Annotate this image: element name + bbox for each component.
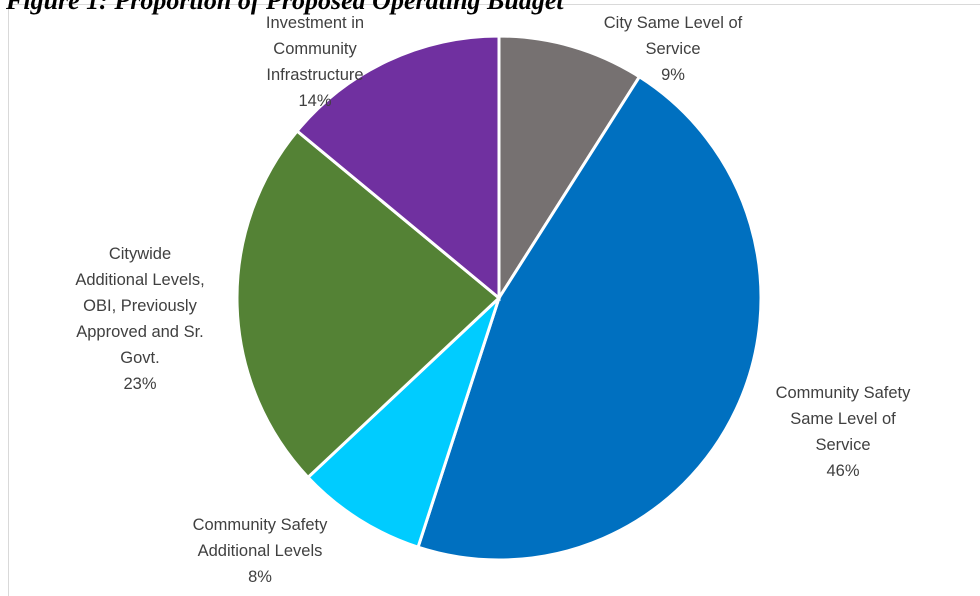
- slice-pct-label: 14%: [298, 92, 331, 110]
- pie-slice-4: [295, 34, 501, 302]
- slice-pct-label: 8%: [248, 568, 272, 586]
- slice-pct-label: 9%: [661, 66, 685, 84]
- slice-label-4: Investment in Community Infrastructure 14%: [266, 14, 364, 110]
- plot-area: [8, 4, 980, 596]
- pie-slice-3: [235, 128, 502, 480]
- slice-label-line: Same Level of: [790, 410, 896, 428]
- slice-label-line: Community Safety: [193, 516, 329, 534]
- slice-label-line: Community Safety: [776, 384, 912, 402]
- slice-label-line: OBI, Previously: [83, 297, 197, 315]
- slice-pct-label: 46%: [826, 462, 859, 480]
- slice-label-line: Investment in: [266, 14, 364, 32]
- slice-label-line: Govt.: [120, 349, 159, 367]
- pie-slice-2: [305, 296, 501, 550]
- slice-label-line: Additional Levels: [198, 542, 323, 560]
- slice-label-line: Citywide: [109, 245, 171, 263]
- slice-label-line: Approved and Sr.: [76, 323, 204, 341]
- slice-label-line: City Same Level of: [604, 14, 743, 32]
- slice-label-0: City Same Level of Service 9%: [604, 14, 743, 84]
- pie-slice-1: [416, 74, 763, 562]
- slice-label-2: Community Safety Additional Levels 8%: [193, 516, 329, 586]
- chart-title: Figure 1: Proportion of Proposed Operati…: [6, 0, 564, 15]
- slice-label-line: Service: [815, 436, 870, 454]
- slice-label-line: Infrastructure: [266, 66, 363, 84]
- slice-label-line: Community: [273, 40, 357, 58]
- slice-pct-label: 23%: [123, 375, 156, 393]
- slice-label-1: Community Safety Same Level of Service 46%: [776, 384, 912, 480]
- pie-slice-0: [497, 34, 642, 304]
- slice-label-3: Citywide Additional Levels, OBI, Previousl…: [75, 245, 204, 393]
- slice-label-line: Service: [645, 40, 700, 58]
- slice-label-line: Additional Levels,: [75, 271, 204, 289]
